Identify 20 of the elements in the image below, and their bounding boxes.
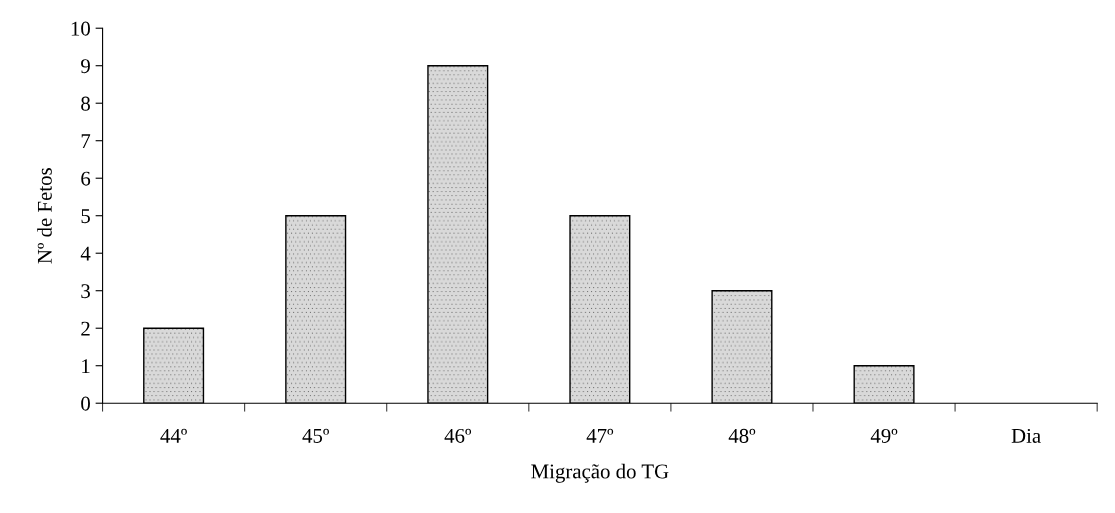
y-axis-title: Nº de Fetos: [37, 168, 52, 264]
x-tick-label: 45º: [302, 428, 329, 443]
y-tick-label: 7: [81, 134, 91, 148]
x-axis-title: Migração do TG: [531, 463, 669, 483]
y-tick-label: 4: [80, 246, 91, 261]
y-tick-label: 2: [81, 321, 90, 336]
y-tick-label: 0: [81, 396, 90, 411]
x-tick-label: Dia: [1011, 428, 1041, 443]
y-tick-label: 8: [81, 96, 90, 111]
y-tick-label: 6: [81, 171, 91, 186]
y-tick-label: 9: [81, 59, 90, 74]
y-tick-label: 3: [81, 284, 90, 299]
y-tick-label: 1: [82, 359, 90, 373]
y-tick-label: 10: [71, 21, 90, 36]
x-tick-label: 47º: [586, 428, 614, 443]
x-tick-label: 48º: [728, 428, 756, 443]
x-tick-label: 44º: [160, 428, 187, 443]
x-tick-label: 46º: [444, 428, 472, 443]
x-tick-label: 49º: [870, 428, 898, 443]
y-tick-label: 5: [81, 209, 90, 224]
